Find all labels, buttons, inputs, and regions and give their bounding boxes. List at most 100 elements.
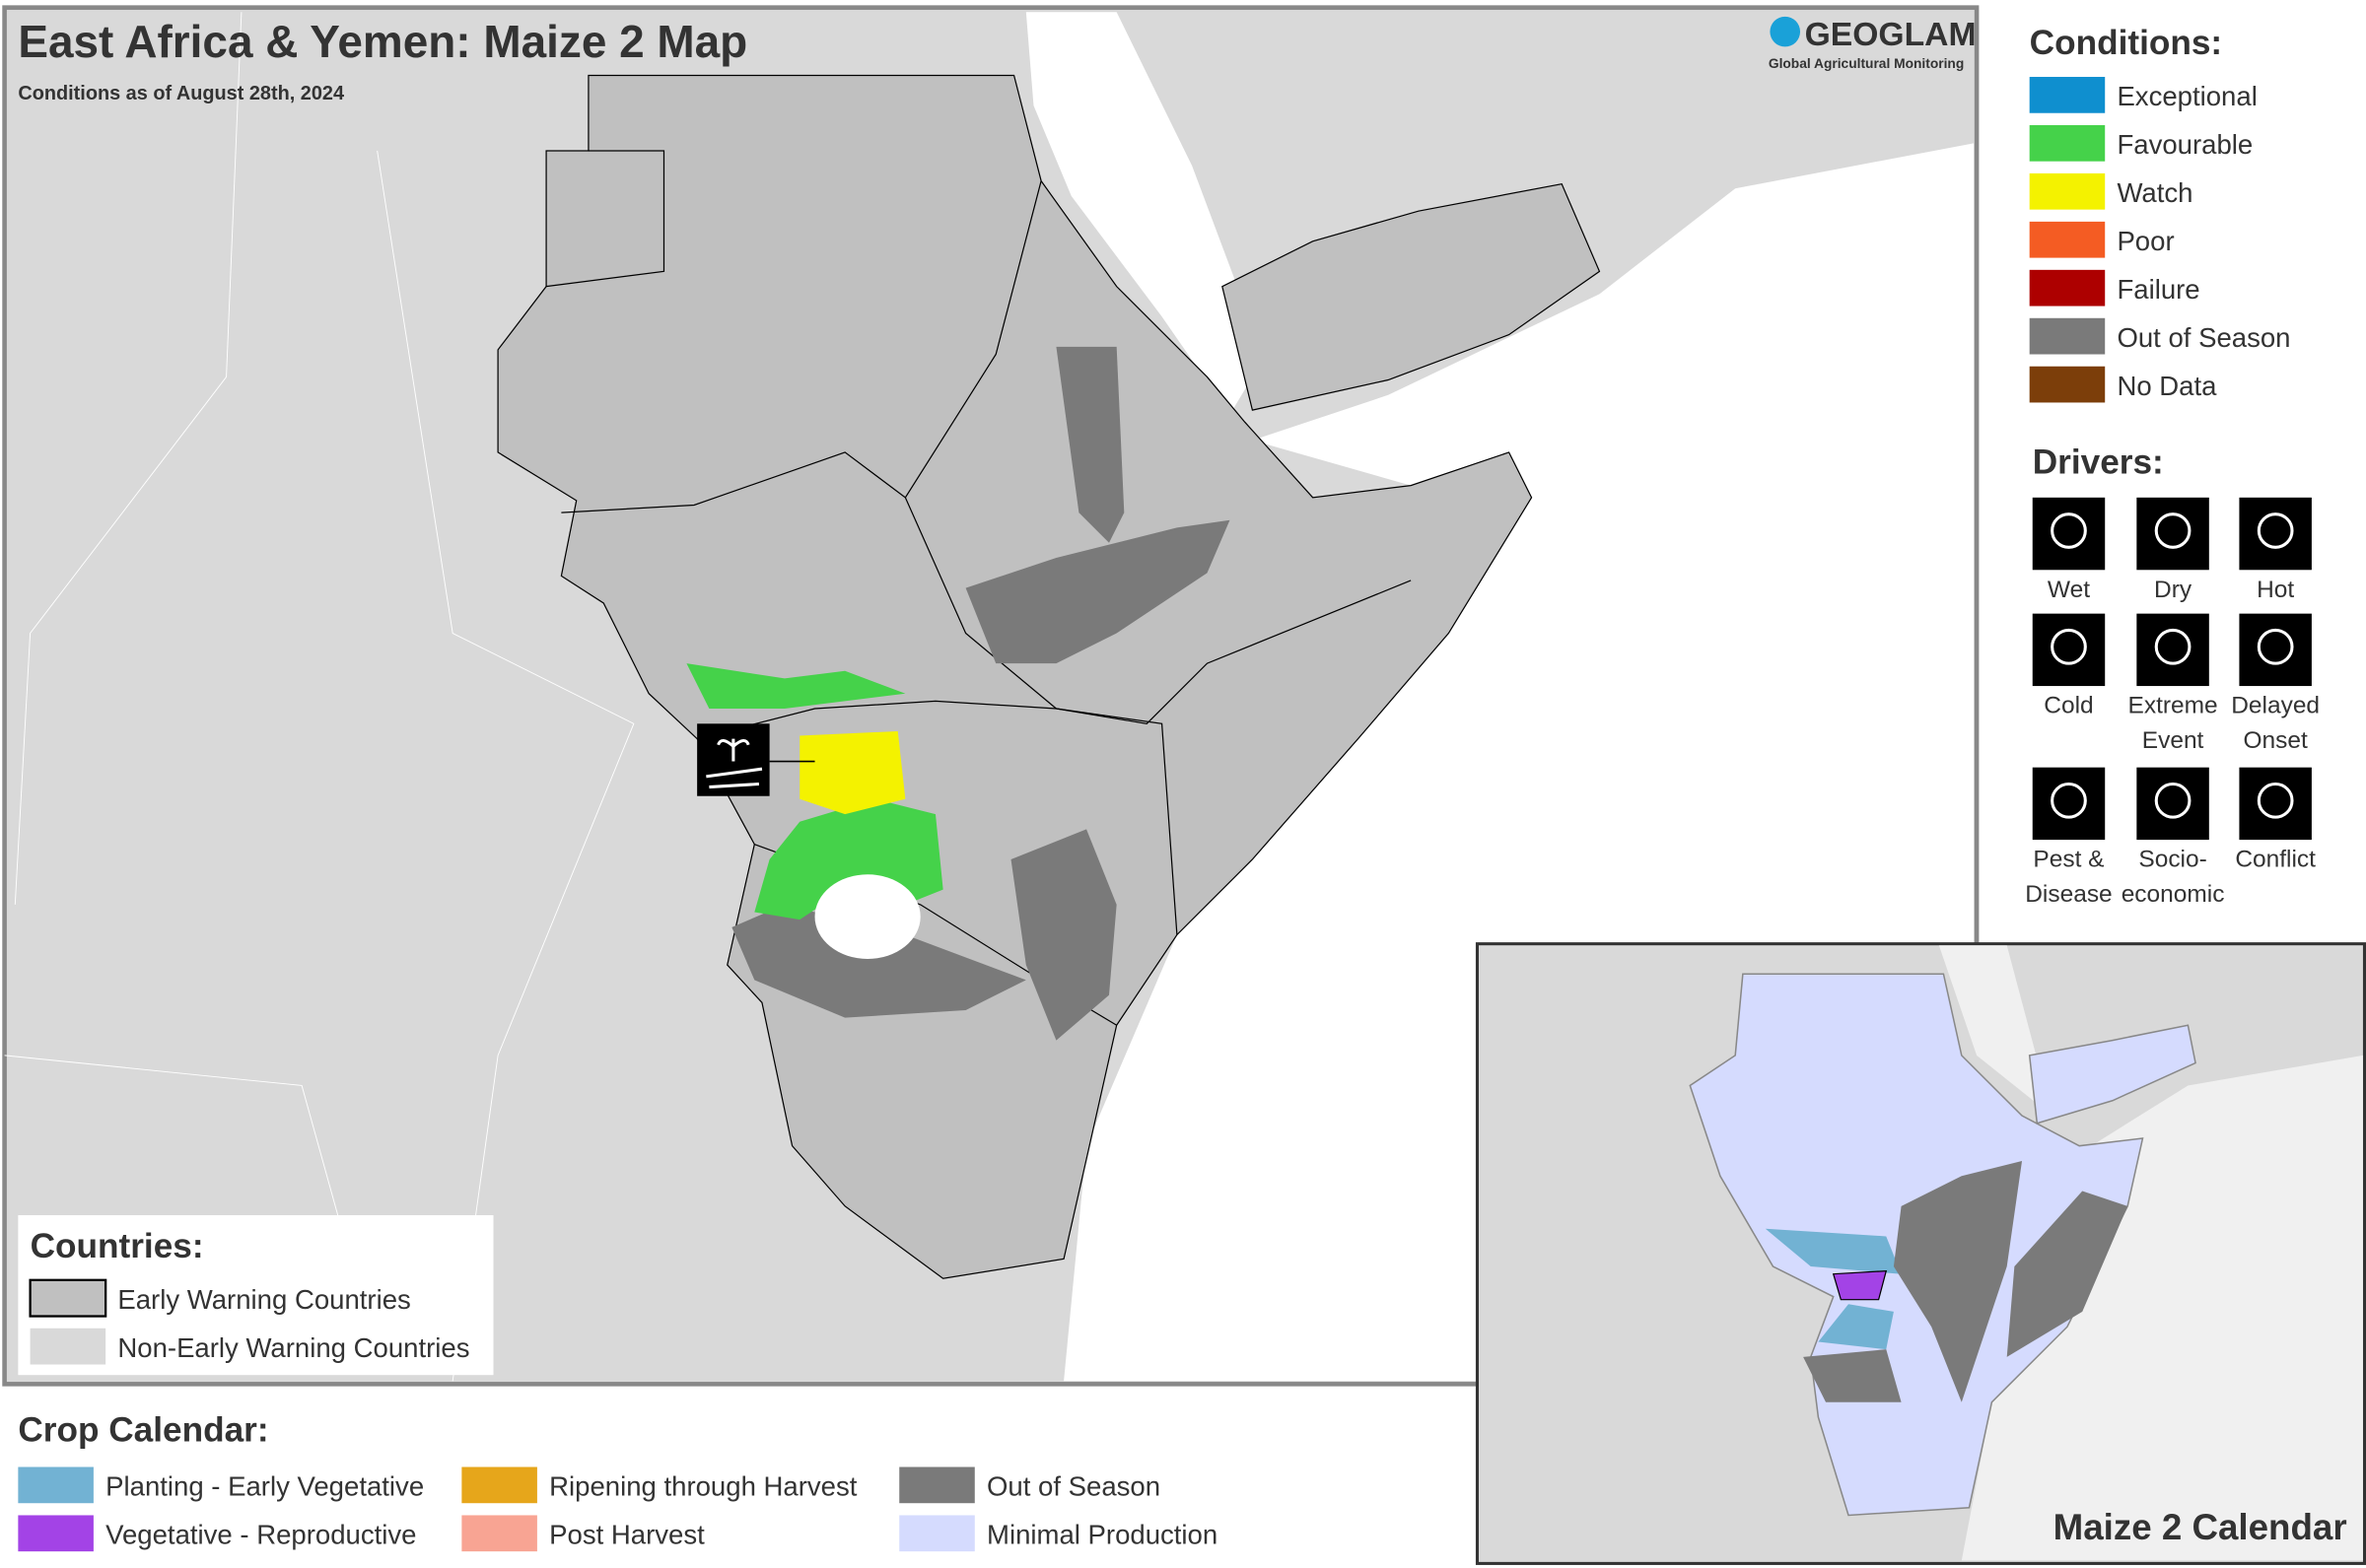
driver-label: economic bbox=[2122, 881, 2225, 908]
out-of-season-area bbox=[1803, 1349, 1902, 1402]
vegetative-area bbox=[1832, 1269, 1888, 1301]
border bbox=[546, 150, 665, 288]
logo-mark bbox=[1770, 16, 1801, 47]
inset-map: Maize 2 Calendar bbox=[1475, 942, 2366, 1565]
driver-icon bbox=[2032, 613, 2106, 687]
driver-label: Pest & bbox=[2033, 847, 2104, 873]
legend-label: Out of Season bbox=[2117, 322, 2290, 353]
driver-glyph bbox=[2257, 512, 2294, 549]
logo-name: GEOGLAM bbox=[1805, 17, 1977, 53]
legend-swatch bbox=[461, 1466, 537, 1504]
border bbox=[377, 150, 635, 1382]
legend-swatch bbox=[29, 1278, 107, 1318]
driver-glyph bbox=[2154, 512, 2192, 549]
legend-label: Exceptional bbox=[2117, 81, 2257, 111]
legend-label: Out of Season bbox=[987, 1471, 1160, 1502]
driver-glyph bbox=[2154, 782, 2192, 819]
inset-sea bbox=[1938, 945, 2053, 1117]
legend-swatch bbox=[18, 1515, 94, 1552]
planting-area bbox=[1765, 1228, 1902, 1274]
driver-label: Hot bbox=[2257, 577, 2294, 603]
driver-label: Conflict bbox=[2235, 847, 2316, 873]
legend-swatch bbox=[899, 1466, 975, 1504]
driver-label: Onset bbox=[2244, 727, 2309, 754]
driver-glyph bbox=[2051, 782, 2087, 819]
drivers-title: Drivers: bbox=[2033, 443, 2164, 481]
main-map: East Africa & Yemen: Maize 2 Map Conditi… bbox=[2, 5, 1980, 1387]
out-of-season-area bbox=[731, 904, 1026, 1018]
legend-swatch bbox=[2029, 124, 2106, 162]
legend-label: No Data bbox=[2117, 371, 2217, 401]
driver-icon bbox=[2136, 497, 2209, 571]
border bbox=[904, 497, 1057, 710]
border bbox=[561, 180, 1042, 513]
driver-glyph bbox=[2154, 628, 2192, 665]
minimal-production bbox=[2028, 1024, 2196, 1125]
inset-sea bbox=[1961, 1055, 2363, 1561]
legend-swatch bbox=[2029, 221, 2106, 258]
driver-label: Event bbox=[2142, 727, 2204, 754]
driver-label: Delayed bbox=[2231, 693, 2320, 719]
legend-swatch bbox=[18, 1466, 94, 1504]
border bbox=[1056, 579, 1412, 724]
legend-label: Favourable bbox=[2117, 129, 2253, 160]
driver-label: Cold bbox=[2044, 693, 2093, 719]
driver-label: Dry bbox=[2154, 577, 2192, 603]
subtitle: Conditions as of August 28th, 2024 bbox=[18, 83, 344, 104]
legend-swatch bbox=[30, 1328, 106, 1365]
legend-swatch bbox=[2029, 317, 2106, 355]
logo-tagline: Global Agricultural Monitoring bbox=[1769, 56, 1964, 71]
driver-icon bbox=[2032, 767, 2106, 841]
driver-glyph bbox=[2257, 782, 2294, 819]
out-of-season-area bbox=[2006, 1191, 2128, 1357]
legend-swatch bbox=[2029, 269, 2106, 307]
out-of-season-area bbox=[1056, 346, 1125, 543]
out-of-season-area bbox=[1893, 1160, 2023, 1402]
legend-label: Early Warning Countries bbox=[117, 1284, 410, 1315]
out-of-season-area bbox=[965, 519, 1230, 664]
legend-label: Ripening through Harvest bbox=[549, 1471, 858, 1502]
driver-glyph bbox=[2257, 628, 2294, 665]
driver-icon bbox=[2239, 497, 2312, 571]
legend-label: Poor bbox=[2117, 226, 2174, 256]
border bbox=[14, 12, 243, 905]
legend-label: Vegetative - Reproductive bbox=[105, 1520, 416, 1550]
legend-label: Minimal Production bbox=[987, 1520, 1218, 1550]
red-sea bbox=[1025, 12, 1253, 415]
planting-area bbox=[1818, 1304, 1894, 1350]
legend-swatch bbox=[461, 1515, 537, 1552]
legend-label: Non-Early Warning Countries bbox=[117, 1332, 469, 1363]
countries-title: Countries: bbox=[31, 1227, 204, 1265]
crop-calendar-title: Crop Calendar: bbox=[18, 1411, 268, 1450]
driver-icon bbox=[2239, 767, 2312, 841]
driver-icon bbox=[2239, 613, 2312, 687]
watch-area bbox=[800, 730, 906, 815]
driver-label: Extreme bbox=[2128, 693, 2218, 719]
inset-title: Maize 2 Calendar bbox=[2053, 1507, 2347, 1547]
driver-icon bbox=[2136, 613, 2209, 687]
legend-swatch bbox=[2029, 172, 2106, 210]
favourable-area bbox=[686, 663, 906, 710]
yemen bbox=[1221, 182, 1601, 411]
driver-glyph bbox=[2051, 628, 2087, 665]
title: East Africa & Yemen: Maize 2 Map bbox=[18, 16, 747, 67]
dry-glyph bbox=[706, 738, 763, 789]
out-of-season-area bbox=[1010, 829, 1117, 1041]
legend-label: Failure bbox=[2117, 274, 2199, 305]
driver-label: Disease bbox=[2025, 881, 2112, 908]
driver-label: Socio- bbox=[2138, 847, 2206, 873]
driver-label: Wet bbox=[2048, 577, 2090, 603]
legend-label: Watch bbox=[2117, 177, 2192, 208]
border bbox=[696, 700, 1178, 935]
conditions-title: Conditions: bbox=[2030, 24, 2223, 62]
lake-victoria bbox=[814, 874, 921, 959]
legend-swatch bbox=[2029, 77, 2106, 113]
driver-icon bbox=[2032, 497, 2106, 571]
legend-label: Post Harvest bbox=[549, 1520, 705, 1550]
legend-swatch bbox=[899, 1515, 975, 1552]
driver-icon bbox=[2136, 767, 2209, 841]
legend-swatch bbox=[2029, 366, 2106, 403]
driver-glyph bbox=[2051, 512, 2087, 549]
